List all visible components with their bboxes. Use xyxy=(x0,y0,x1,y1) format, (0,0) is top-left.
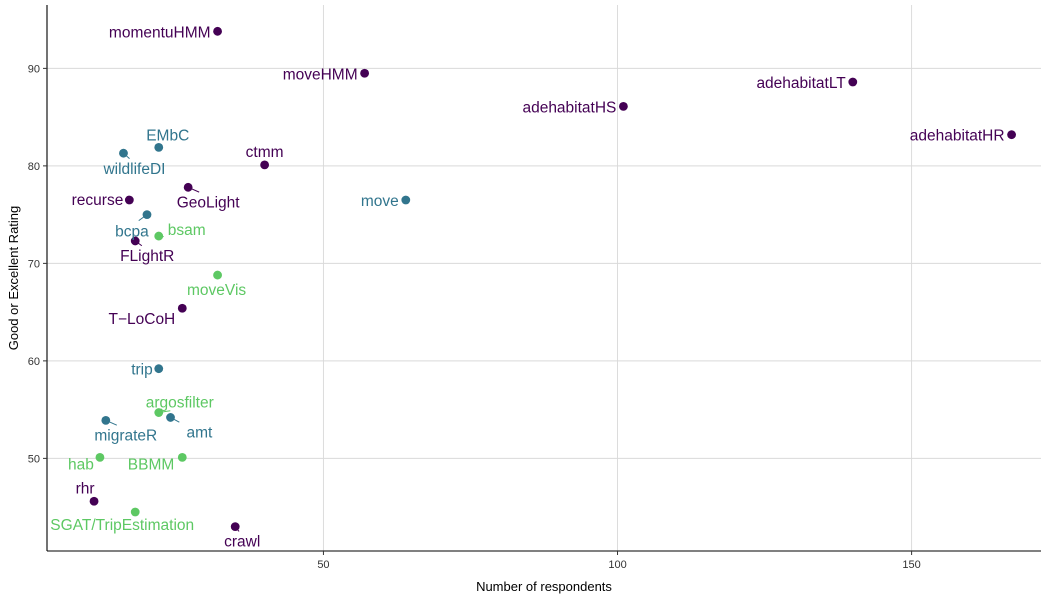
label-adehabitatlt: adehabitatLT xyxy=(756,75,846,92)
label-flightr: FLightR xyxy=(120,248,174,265)
point-wildlifedi xyxy=(119,148,128,158)
point-migrater xyxy=(101,415,111,425)
label-hab: hab xyxy=(68,456,94,473)
point-labels: momentuHMM moveHMM adehabitatLT adehabitatH… xyxy=(50,24,1004,550)
label-embc: EMbC xyxy=(146,127,189,144)
point-adehabitathr xyxy=(1007,130,1016,140)
label-bbmm: BBMM xyxy=(128,456,175,473)
y-tick-label: 80 xyxy=(28,161,40,173)
label-argosfilter: argosfilter xyxy=(146,395,214,412)
y-tick-label: 90 xyxy=(28,63,40,75)
point-hab xyxy=(95,453,105,462)
label-crawl: crawl xyxy=(224,534,260,551)
point-flightr xyxy=(130,236,140,246)
label-recurse: recurse xyxy=(72,192,124,209)
point-movehmm xyxy=(360,68,370,78)
label-t-locoh: T−LoCoH xyxy=(108,311,175,328)
point-sgat-tripestimation xyxy=(130,507,140,517)
point-bsam xyxy=(154,231,164,241)
x-tick-label: 100 xyxy=(608,559,626,571)
x-tick-label: 150 xyxy=(902,559,920,571)
point-move xyxy=(401,195,411,205)
point-argosfilter xyxy=(154,408,164,417)
label-wildlifedi: wildlifeDI xyxy=(102,161,165,178)
gridlines xyxy=(47,5,1041,551)
label-trip: trip xyxy=(131,362,153,379)
label-geolight: GeoLight xyxy=(177,194,241,211)
label-movehmm: moveHMM xyxy=(283,66,358,83)
y-tick-label: 70 xyxy=(28,258,40,270)
point-bbmm xyxy=(177,453,187,462)
point-movevis xyxy=(213,270,222,280)
x-axis-title: Number of respondents xyxy=(476,579,612,594)
label-momentuhmm: momentuHMM xyxy=(109,24,211,41)
point-embc xyxy=(154,142,164,152)
label-amt: amt xyxy=(187,424,214,441)
label-move: move xyxy=(361,193,399,210)
point-momentuhmm xyxy=(213,26,222,36)
label-movevis: moveVis xyxy=(187,282,246,299)
point-amt xyxy=(166,413,175,422)
data-points xyxy=(89,26,1016,532)
label-adehabitathr: adehabitatHR xyxy=(910,128,1005,145)
label-rhr: rhr xyxy=(76,480,95,497)
point-geolight xyxy=(183,182,193,192)
label-sgat-tripestimation: SGAT/TripEstimation xyxy=(50,517,194,534)
y-tick-label: 60 xyxy=(28,356,40,368)
label-ctmm: ctmm xyxy=(246,144,284,161)
label-migrater: migrateR xyxy=(94,427,157,444)
label-adehabitaths: adehabitatHS xyxy=(522,99,616,116)
point-adehabitaths xyxy=(619,102,628,111)
point-t-locoh xyxy=(177,303,187,313)
y-tick-label: 50 xyxy=(28,453,40,465)
label-bcpa: bcpa xyxy=(115,224,149,241)
x-tick-label: 50 xyxy=(317,559,329,571)
point-ctmm xyxy=(260,160,270,170)
point-crawl xyxy=(230,522,240,532)
point-recurse xyxy=(124,195,134,205)
point-bcpa xyxy=(142,210,152,220)
point-adehabitatlt xyxy=(848,77,858,87)
point-rhr xyxy=(89,496,99,506)
point-trip xyxy=(154,364,164,374)
y-axis-title: Good or Excellent Rating xyxy=(6,206,21,351)
axis-ticks: 50 100 150 50 60 70 80 90 xyxy=(28,63,921,571)
label-bsam: bsam xyxy=(168,222,206,239)
